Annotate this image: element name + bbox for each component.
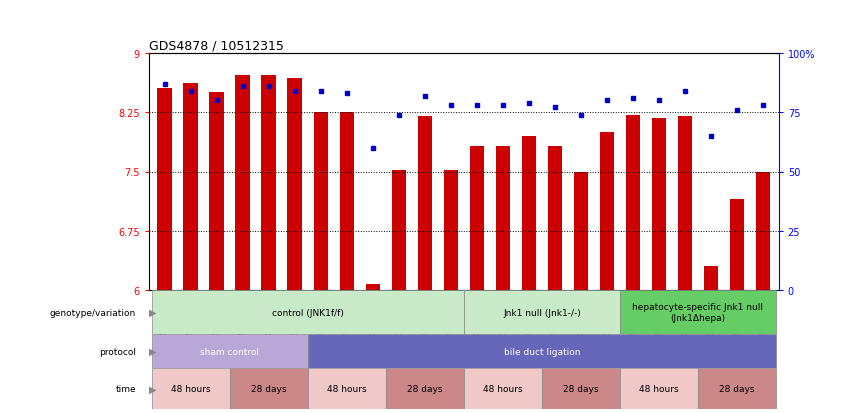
Text: genotype/variation: genotype/variation <box>50 308 136 317</box>
Text: sham control: sham control <box>200 347 259 356</box>
Bar <box>230 368 308 409</box>
Bar <box>522 137 536 290</box>
Bar <box>542 368 620 409</box>
Bar <box>386 368 464 409</box>
Text: protocol: protocol <box>100 347 136 356</box>
Bar <box>464 290 620 334</box>
Bar <box>151 368 230 409</box>
Bar <box>652 119 666 290</box>
Bar <box>418 117 432 290</box>
Bar <box>313 113 328 290</box>
Bar <box>366 284 380 290</box>
Text: 48 hours: 48 hours <box>327 384 367 393</box>
Text: ▶: ▶ <box>149 346 157 356</box>
Text: 28 days: 28 days <box>251 384 287 393</box>
Bar <box>730 200 744 290</box>
Text: control (JNK1f/f): control (JNK1f/f) <box>271 308 344 317</box>
Bar <box>308 368 386 409</box>
Bar <box>574 172 588 290</box>
Text: ▶: ▶ <box>149 307 157 317</box>
Bar <box>157 89 172 290</box>
Bar <box>340 113 354 290</box>
Text: hepatocyte-specific Jnk1 null
(Jnk1Δhepa): hepatocyte-specific Jnk1 null (Jnk1Δhepa… <box>632 303 763 322</box>
Text: 28 days: 28 days <box>563 384 598 393</box>
Bar <box>464 368 542 409</box>
Bar <box>495 147 510 290</box>
Text: bile duct ligation: bile duct ligation <box>504 347 580 356</box>
Bar <box>698 368 776 409</box>
Bar <box>620 368 698 409</box>
Text: 48 hours: 48 hours <box>483 384 523 393</box>
Text: Jnk1 null (Jnk1-/-): Jnk1 null (Jnk1-/-) <box>503 308 580 317</box>
Bar <box>391 171 406 290</box>
Bar <box>600 133 614 290</box>
Bar <box>308 334 776 368</box>
Bar <box>151 290 464 334</box>
Text: 28 days: 28 days <box>407 384 443 393</box>
Bar <box>625 115 640 290</box>
Bar <box>443 171 458 290</box>
Text: 48 hours: 48 hours <box>171 384 210 393</box>
Bar <box>470 147 484 290</box>
Bar <box>261 76 276 290</box>
Text: ▶: ▶ <box>149 384 157 394</box>
Bar <box>620 290 776 334</box>
Text: time: time <box>116 384 136 393</box>
Bar <box>151 334 308 368</box>
Bar <box>209 93 224 290</box>
Bar <box>756 172 770 290</box>
Bar <box>548 147 562 290</box>
Bar <box>704 267 718 290</box>
Text: 28 days: 28 days <box>719 384 755 393</box>
Bar <box>236 76 249 290</box>
Bar <box>678 117 692 290</box>
Text: GDS4878 / 10512315: GDS4878 / 10512315 <box>149 40 283 52</box>
Bar <box>288 79 302 290</box>
Bar <box>184 84 197 290</box>
Text: 48 hours: 48 hours <box>639 384 679 393</box>
